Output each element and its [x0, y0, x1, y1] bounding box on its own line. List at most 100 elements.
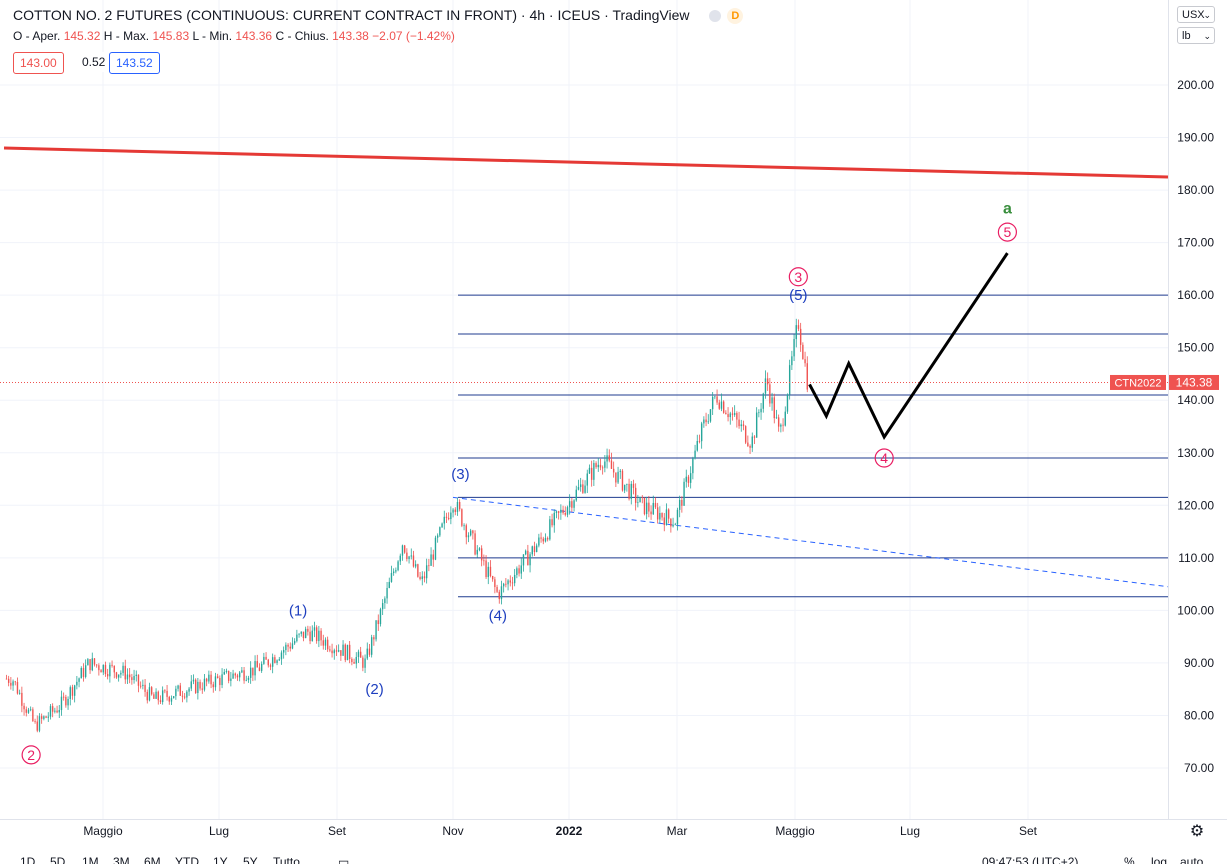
- candle-body: [300, 631, 302, 634]
- candle-body: [678, 499, 681, 510]
- candle-body: [518, 568, 520, 574]
- unit-value: lb: [1182, 30, 1191, 42]
- candle-body: [511, 582, 514, 584]
- range-3m[interactable]: 3M: [113, 855, 130, 864]
- change-value: −2.07 (−1.42%): [372, 29, 455, 43]
- wave-label: 4: [880, 450, 888, 466]
- candle-body: [652, 502, 654, 515]
- candle-body: [135, 674, 137, 676]
- range-1m[interactable]: 1M: [82, 855, 99, 864]
- candle-body: [293, 641, 296, 644]
- candle-body: [304, 628, 307, 639]
- candle-body: [469, 530, 472, 536]
- percent-toggle[interactable]: %: [1124, 855, 1135, 864]
- candle-body: [157, 691, 159, 701]
- high-value: 145.83: [152, 29, 190, 43]
- candle-body: [78, 678, 80, 682]
- calendar-icon[interactable]: ▭: [338, 855, 350, 864]
- range-ytd[interactable]: YTD: [175, 855, 199, 864]
- log-toggle[interactable]: log: [1151, 855, 1168, 864]
- candle-body: [674, 524, 676, 526]
- wave-label: 2: [27, 747, 35, 763]
- candle-body: [120, 672, 122, 675]
- candle-body: [491, 576, 494, 580]
- currency-select[interactable]: USX ⌄: [1177, 6, 1215, 23]
- candle-body: [450, 512, 452, 520]
- unit-select[interactable]: lb ⌄: [1177, 27, 1215, 44]
- chevron-down-icon: ⌄: [1203, 10, 1211, 20]
- candle-body: [43, 716, 45, 719]
- candle-body: [133, 675, 135, 681]
- candle-body: [524, 550, 527, 555]
- gear-icon[interactable]: ⚙: [1190, 823, 1204, 840]
- price-tick-label: 100.00: [1177, 603, 1214, 617]
- candle-body: [619, 470, 621, 472]
- candle-body: [366, 648, 368, 659]
- candle-body: [318, 630, 320, 642]
- candle-body: [414, 564, 417, 567]
- visibility-dot-icon[interactable]: [709, 10, 722, 23]
- range-1y[interactable]: 1Y: [213, 855, 228, 864]
- time-tick-label: Lug: [209, 824, 229, 838]
- candle-body: [670, 518, 672, 527]
- candle-body: [395, 570, 397, 572]
- candle-body: [549, 519, 551, 540]
- range-6m[interactable]: 6M: [144, 855, 161, 864]
- candle-body: [230, 678, 232, 681]
- candle-body: [498, 591, 500, 600]
- candle-body: [696, 440, 698, 451]
- candle-body: [258, 667, 261, 671]
- candle-body: [747, 442, 749, 446]
- candle-body: [73, 685, 76, 696]
- candle-body: [733, 413, 736, 415]
- candle-body: [221, 674, 223, 686]
- candle-body: [463, 525, 465, 527]
- candle-body: [557, 511, 560, 513]
- symbol-title: COTTON NO. 2 FUTURES (CONTINUOUS: CURREN…: [13, 7, 517, 23]
- candle-body: [265, 656, 267, 660]
- candle-body: [381, 603, 384, 610]
- close-label: C - Chius.: [275, 29, 329, 43]
- wave-label: 3: [794, 269, 802, 285]
- range-1d[interactable]: 1D: [20, 855, 36, 864]
- candle-body: [703, 419, 705, 424]
- range-5y[interactable]: 5Y: [243, 855, 258, 864]
- auto-toggle[interactable]: auto: [1180, 855, 1204, 864]
- candle-body: [326, 639, 329, 650]
- candle-body: [806, 363, 808, 390]
- bid-button[interactable]: 143.00: [13, 52, 64, 74]
- delay-badge[interactable]: D: [727, 8, 744, 25]
- candle-body: [736, 413, 738, 420]
- candle-body: [49, 706, 52, 717]
- candle-body: [425, 565, 428, 579]
- candle-body: [67, 698, 69, 706]
- candle-body: [155, 691, 157, 699]
- candle-body: [320, 630, 322, 641]
- candle-body: [421, 576, 423, 579]
- range-all[interactable]: Tutto: [273, 855, 300, 864]
- candle-body: [738, 419, 740, 427]
- candle-body: [720, 401, 723, 409]
- candle-body: [496, 587, 498, 592]
- candle-body: [201, 688, 203, 690]
- candle-body: [100, 670, 102, 673]
- candle-body: [509, 580, 511, 583]
- candle-body: [65, 696, 67, 706]
- candle-body: [546, 538, 549, 540]
- ask-button[interactable]: 143.52: [109, 52, 160, 74]
- candle-body: [727, 414, 729, 418]
- price-tick-label: 110.00: [1178, 551, 1214, 565]
- candle-body: [749, 445, 751, 448]
- candle-body: [111, 664, 113, 666]
- candle-body: [188, 688, 190, 692]
- candle-body: [489, 566, 492, 577]
- range-5d[interactable]: 5D: [50, 855, 66, 864]
- clock-label[interactable]: 09:47:53 (UTC+2): [982, 855, 1079, 864]
- candle-body: [529, 554, 531, 566]
- candle-body: [245, 679, 247, 681]
- candle-body: [507, 580, 509, 585]
- candle-body: [520, 565, 522, 574]
- candle-body: [465, 525, 467, 538]
- candle-body: [608, 455, 610, 461]
